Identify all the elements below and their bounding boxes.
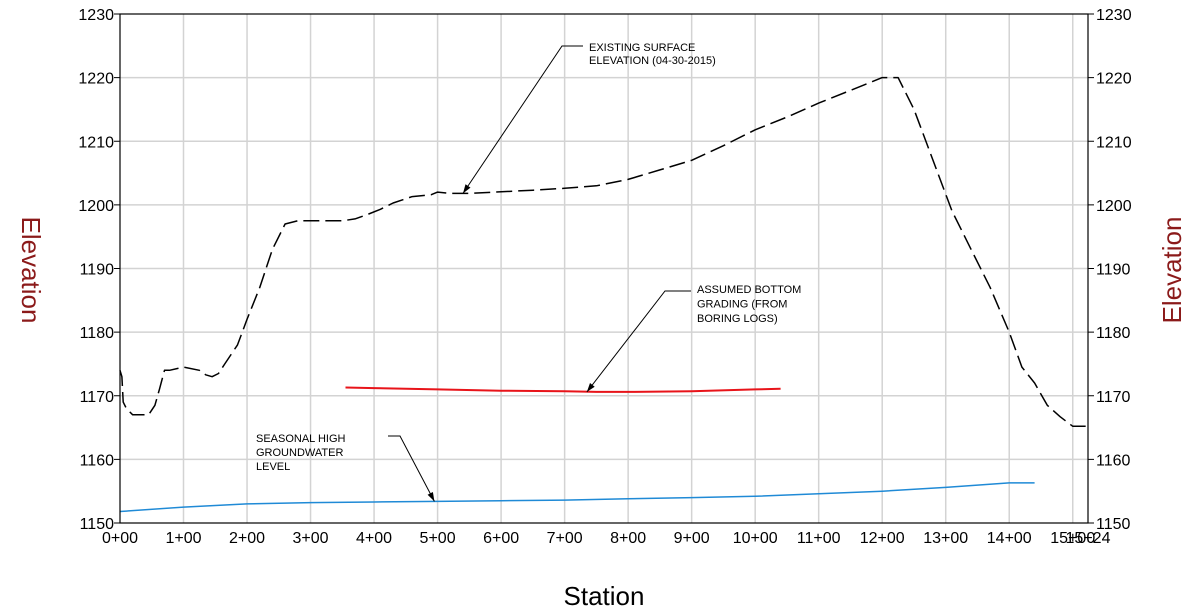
- y-tick-label-right: 1230: [1096, 7, 1132, 24]
- y-tick-label-right: 1160: [1096, 452, 1131, 469]
- series-layer: [119, 76, 1088, 513]
- x-tick-label: 5+00: [420, 530, 456, 547]
- x-tick-label: 7+00: [547, 530, 583, 547]
- annotation-line: GRADING (FROM: [697, 299, 787, 311]
- tick-labels: 0+00 1+00 2+00 3+00 4+00 5+00 6+00 7+00 8+00 9+00…: [78, 7, 1131, 547]
- annotation-line: GROUNDWATER: [256, 447, 343, 459]
- y-tick-label-right: 1170: [1096, 389, 1131, 406]
- x-tick-label: 15+24: [1066, 530, 1111, 547]
- x-tick-label: 8+00: [610, 530, 646, 547]
- x-tick-label: 10+00: [733, 530, 778, 547]
- x-tick-label: 12+00: [860, 530, 905, 547]
- y-tick-label-right: 1210: [1096, 134, 1132, 151]
- y-tick-label-left: 1170: [80, 389, 115, 406]
- x-tick-label: 6+00: [483, 530, 519, 547]
- x-tick-label: 11+00: [797, 530, 841, 547]
- x-tick-label: 14+00: [987, 530, 1032, 547]
- annotation-line: ELEVATION (04-30-2015): [589, 55, 716, 67]
- annotation-arrowhead: [463, 184, 471, 194]
- x-tick-label: 1+00: [165, 530, 201, 547]
- annotation-leader: [462, 45, 583, 194]
- x-axis-title: Station: [564, 581, 645, 611]
- annotation-arrowhead: [427, 492, 435, 502]
- series-bottom-line: [345, 386, 781, 393]
- x-tick-label: 4+00: [356, 530, 392, 547]
- y-tick-label-right: 1180: [1096, 325, 1131, 342]
- annotations: EXISTING SURFACE ELEVATION (04-30-2015) AS…: [256, 42, 801, 502]
- x-tick-label: 15+00: [1050, 530, 1095, 547]
- series-groundwater-line: [119, 482, 1035, 513]
- annotation-line: EXISTING SURFACE: [589, 42, 695, 54]
- y-tick-label-right: 1150: [1096, 516, 1131, 533]
- annotation-arrowhead: [586, 383, 595, 392]
- x-tick-label: 9+00: [674, 530, 710, 547]
- annotation-line: LEVEL: [256, 461, 290, 473]
- annotation-line: ASSUMED BOTTOM: [697, 284, 801, 296]
- y-tick-label-left: 1160: [80, 452, 115, 469]
- y-tick-label-left: 1190: [80, 262, 115, 279]
- y-axis-title-right: Elevation: [1157, 217, 1187, 324]
- y-tick-label-left: 1200: [78, 198, 114, 215]
- y-tick-label-right: 1200: [1096, 198, 1132, 215]
- annotation-label: SEASONAL HIGH GROUNDWATER LEVEL: [256, 433, 346, 473]
- series-surface-line: [119, 76, 1088, 428]
- annotation-leader: [388, 435, 435, 502]
- annotation-line: SEASONAL HIGH: [256, 433, 346, 445]
- y-tick-label-left: 1150: [80, 516, 115, 533]
- y-tick-label-left: 1220: [78, 71, 114, 88]
- x-tick-label: 0+00: [102, 530, 138, 547]
- y-tick-label-left: 1210: [78, 134, 114, 151]
- y-tick-label-right: 1220: [1096, 71, 1132, 88]
- x-tick-label: 2+00: [229, 530, 265, 547]
- annotation-leader: [586, 290, 691, 393]
- annotation-label: EXISTING SURFACE ELEVATION (04-30-2015): [589, 42, 716, 67]
- grid: [120, 14, 1088, 523]
- y-tick-label-left: 1180: [80, 325, 115, 342]
- annotation-line: BORING LOGS): [697, 313, 778, 325]
- y-tick-label-right: 1190: [1096, 262, 1131, 279]
- y-axis-title-left: Elevation: [16, 217, 46, 324]
- x-tick-label: 13+00: [923, 530, 968, 547]
- annotation-label: ASSUMED BOTTOM GRADING (FROM BORING LOGS): [697, 284, 801, 325]
- x-tick-label: 3+00: [293, 530, 329, 547]
- y-tick-label-left: 1230: [78, 7, 114, 24]
